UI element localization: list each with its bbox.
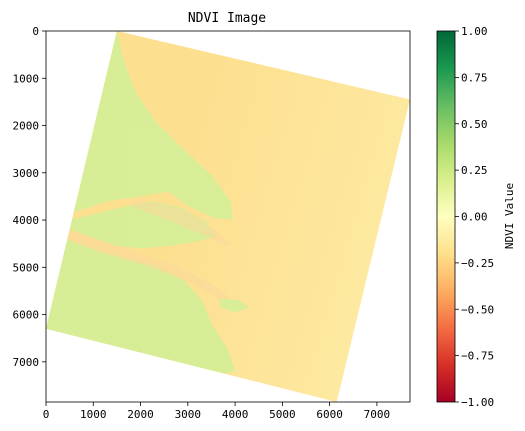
- y-tick-label: 7000: [13, 356, 40, 369]
- land-south-bank-texture: [46, 229, 236, 376]
- y-tick-label: 1000: [13, 72, 40, 85]
- colorbar-gradient: [436, 30, 456, 403]
- colorbar: 1.00 0.75 0.50 0.25 0.00 −0.25 −0.50 −0.75 −1.00…: [436, 25, 516, 409]
- colorbar-tick-label: 0.75: [461, 71, 488, 84]
- colorbar-tick-label: −0.25: [461, 257, 494, 270]
- x-tick-label: 5000: [269, 408, 296, 421]
- x-tick-label: 6000: [316, 408, 343, 421]
- y-tick-label: 6000: [13, 309, 40, 322]
- x-tick-label: 7000: [364, 408, 391, 421]
- colorbar-tick-label: 0.00: [461, 211, 488, 224]
- x-tick-label: 2000: [127, 408, 154, 421]
- y-tick-label: 0: [32, 25, 39, 38]
- colorbar-tick-label: 1.00: [461, 25, 488, 38]
- colorbar-ticks: 1.00 0.75 0.50 0.25 0.00 −0.25 −0.50 −0.75 −1.00: [455, 25, 494, 409]
- x-tick-label: 0: [43, 408, 50, 421]
- colorbar-tick-label: 0.25: [461, 164, 488, 177]
- ndvi-scene: [46, 31, 410, 402]
- chart-title: NDVI Image: [188, 11, 266, 26]
- colorbar-tick-label: −0.75: [461, 350, 494, 363]
- colorbar-tick-label: −0.50: [461, 303, 494, 316]
- plot-area: [45, 30, 411, 403]
- y-axis: 0 1000 2000 3000 4000 5000 6000 7000: [13, 25, 46, 369]
- colorbar-label: NDVI Value: [503, 183, 516, 249]
- x-tick-label: 3000: [175, 408, 202, 421]
- river-channel-2: [46, 222, 231, 301]
- x-axis: 0 1000 2000 3000 4000 5000 6000 7000: [43, 402, 390, 421]
- plot-frame: [45, 30, 411, 403]
- colorbar-tick-label: −1.00: [461, 396, 494, 409]
- colorbar-tick-label: 0.50: [461, 118, 488, 131]
- land-small-islet-texture: [218, 298, 250, 313]
- y-tick-label: 2000: [13, 120, 40, 133]
- y-tick-label: 5000: [13, 261, 40, 274]
- y-tick-label: 3000: [13, 167, 40, 180]
- y-tick-label: 4000: [13, 214, 40, 227]
- x-tick-label: 4000: [222, 408, 249, 421]
- x-tick-label: 1000: [80, 408, 107, 421]
- river-channel-1: [131, 198, 231, 246]
